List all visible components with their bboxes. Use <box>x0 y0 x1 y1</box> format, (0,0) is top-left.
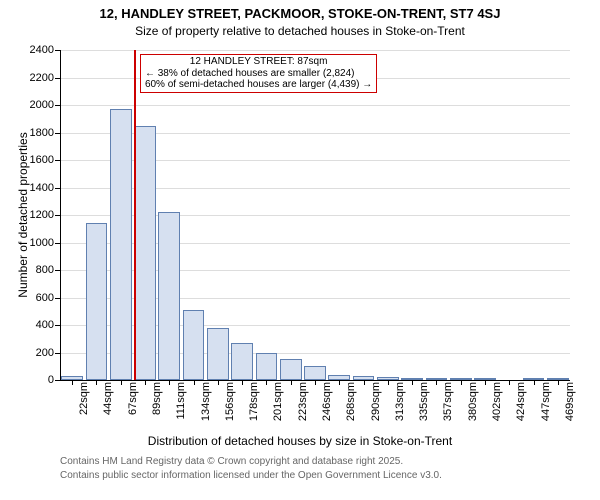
x-tick-label: 424sqm <box>515 382 527 430</box>
x-tick-label: 44sqm <box>102 382 114 430</box>
x-tick-label: 447sqm <box>540 382 552 430</box>
x-tick-label: 246sqm <box>321 382 333 430</box>
x-tick-label: 268sqm <box>345 382 357 430</box>
x-tick-label: 89sqm <box>151 382 163 430</box>
x-tick-label: 335sqm <box>418 382 430 430</box>
x-tick-label: 134sqm <box>200 382 212 430</box>
histogram-bar <box>86 223 108 380</box>
x-tick-label: 290sqm <box>370 382 382 430</box>
x-axis-label: Distribution of detached houses by size … <box>0 434 600 448</box>
footnote-1: Contains HM Land Registry data © Crown c… <box>60 456 403 467</box>
callout-line: ← 38% of detached houses are smaller (2,… <box>145 68 372 80</box>
y-axis-line <box>60 50 61 380</box>
chart-title: 12, HANDLEY STREET, PACKMOOR, STOKE-ON-T… <box>0 6 600 21</box>
gridline <box>60 105 570 106</box>
histogram-bar <box>134 126 156 380</box>
plot-area: 0200400600800100012001400160018002000220… <box>60 50 570 380</box>
x-tick-label: 223sqm <box>297 382 309 430</box>
y-axis-label: Number of detached properties <box>16 50 30 380</box>
callout-box: 12 HANDLEY STREET: 87sqm← 38% of detache… <box>140 54 377 93</box>
gridline <box>60 50 570 51</box>
x-axis-line <box>60 380 570 381</box>
chart-container: { "title": "12, HANDLEY STREET, PACKMOOR… <box>0 0 600 500</box>
histogram-bar <box>280 359 302 380</box>
x-tick-label: 469sqm <box>564 382 576 430</box>
x-tick-label: 201sqm <box>272 382 284 430</box>
histogram-bar <box>231 343 253 380</box>
x-tick-label: 178sqm <box>248 382 260 430</box>
x-tick-label: 156sqm <box>224 382 236 430</box>
x-tick-label: 380sqm <box>467 382 479 430</box>
histogram-bar <box>158 212 180 380</box>
x-tick-label: 402sqm <box>491 382 503 430</box>
x-tick-label: 111sqm <box>175 382 187 430</box>
x-tick-label: 313sqm <box>394 382 406 430</box>
callout-line: 60% of semi-detached houses are larger (… <box>145 79 372 91</box>
histogram-bar <box>256 353 278 381</box>
footnote-2: Contains public sector information licen… <box>60 470 442 481</box>
histogram-bar <box>304 366 326 380</box>
x-tick-label: 67sqm <box>127 382 139 430</box>
chart-subtitle: Size of property relative to detached ho… <box>0 24 600 38</box>
histogram-bar <box>110 109 132 380</box>
histogram-bar <box>183 310 205 380</box>
x-tick-label: 22sqm <box>78 382 90 430</box>
x-tick-label: 357sqm <box>442 382 454 430</box>
property-marker-line <box>134 50 136 380</box>
callout-line: 12 HANDLEY STREET: 87sqm <box>145 56 372 68</box>
histogram-bar <box>207 328 229 380</box>
